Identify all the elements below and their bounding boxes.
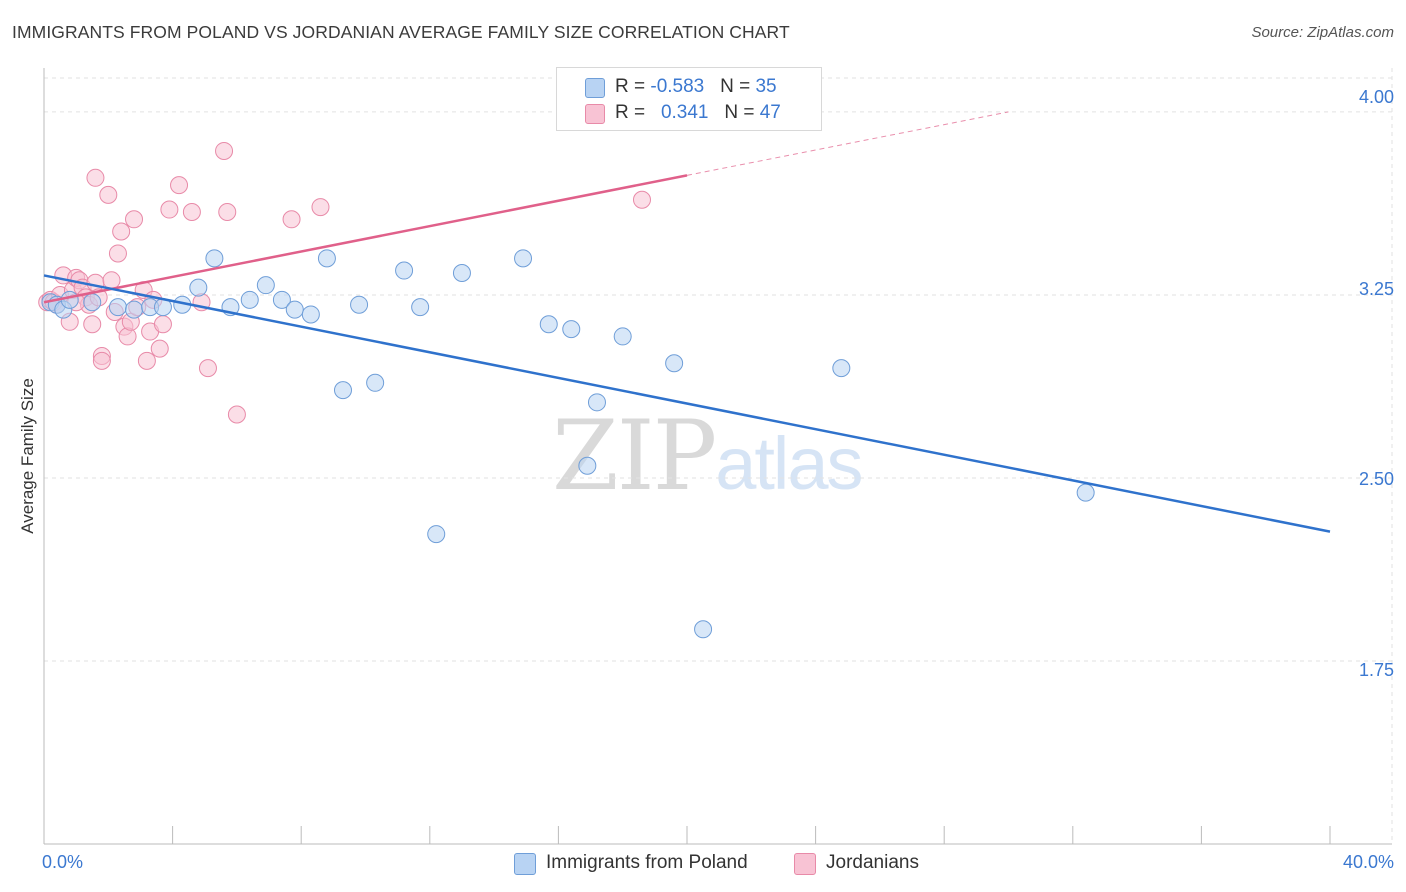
jordan-point — [182, 202, 201, 221]
poland-point — [411, 298, 430, 317]
poland-r-label: R = — [615, 76, 651, 97]
y-tick-label-2-50: 2.50 — [1358, 469, 1394, 489]
jordan-trend-line — [43, 174, 688, 304]
poland-point — [366, 373, 385, 392]
poland-point — [613, 327, 632, 346]
chart-title: IMMIGRANTS FROM POLAND VS JORDANIAN AVER… — [12, 22, 790, 42]
poland-point — [665, 354, 684, 373]
poland-n-value: 35 — [755, 76, 777, 97]
x-tick-label-min: 0.0% — [42, 852, 84, 872]
jordan-point — [92, 351, 111, 370]
jordan-point — [118, 327, 137, 346]
jordan-point — [125, 210, 144, 229]
jordan-point — [102, 271, 121, 290]
poland-point — [301, 305, 320, 324]
legend-poland-label: Immigrants from Poland — [546, 852, 748, 873]
poland-point — [125, 300, 144, 319]
poland-swatch — [585, 78, 605, 98]
poland-point — [578, 456, 597, 475]
poland-point — [587, 393, 606, 412]
jordan-point — [108, 244, 127, 263]
jordan-point — [160, 200, 179, 219]
jordan-point — [227, 405, 246, 424]
poland-point — [83, 293, 102, 312]
poland-point — [694, 620, 713, 639]
poland-point — [562, 320, 581, 339]
poland-point — [240, 290, 259, 309]
jordan-point — [86, 273, 105, 292]
poland-point — [189, 278, 208, 297]
jordan-point — [218, 202, 237, 221]
watermark-atlas: atlas — [715, 422, 863, 505]
poland-point — [272, 290, 291, 309]
poland-point — [205, 249, 224, 268]
jordan-n-label: N = — [724, 102, 760, 123]
jordan-point — [282, 210, 301, 229]
jordan-r-label: R = — [615, 102, 651, 123]
jordan-point — [170, 176, 189, 195]
jordan-trend-extension — [686, 111, 1009, 176]
jordan-point — [215, 141, 234, 160]
poland-trend-line — [43, 274, 1331, 533]
jordan-point — [112, 222, 131, 241]
poland-point — [350, 295, 369, 314]
jordan-n-value: 47 — [759, 102, 781, 123]
poland-point — [108, 298, 127, 317]
jordan-point — [86, 168, 105, 187]
watermark: ZIPatlas — [552, 400, 864, 512]
poland-point — [427, 525, 446, 544]
jordan-point — [137, 351, 156, 370]
source-credit: Source: ZipAtlas.com — [1251, 24, 1394, 41]
legend-jordan-swatch — [794, 853, 816, 875]
poland-point — [452, 263, 471, 282]
poland-point — [1076, 483, 1095, 502]
poland-point — [60, 290, 79, 309]
jordan-r-value: 0.341 — [660, 102, 709, 123]
jordan-point — [150, 339, 169, 358]
poland-point — [285, 300, 304, 319]
jordan-swatch — [585, 104, 605, 124]
poland-point — [333, 381, 352, 400]
y-tick-label-4-00: 4.00 — [1358, 87, 1394, 107]
jordan-point — [99, 185, 118, 204]
jordan-point — [632, 190, 651, 209]
poland-point — [832, 359, 851, 378]
legend-poland-swatch — [514, 853, 536, 875]
stats-legend: R = -0.583 N = 35 R = 0.341 N = 47 — [556, 67, 822, 131]
poland-point — [514, 249, 533, 268]
jordan-point — [83, 315, 102, 334]
watermark-zip: ZIP — [552, 400, 717, 512]
poland-point — [256, 276, 275, 295]
x-tick-label-max: 40.0% — [1342, 852, 1394, 872]
poland-point — [395, 261, 414, 280]
y-tick-label-1-75: 1.75 — [1358, 660, 1394, 680]
y-tick-label-3-25: 3.25 — [1358, 279, 1394, 299]
jordan-point — [153, 315, 172, 334]
poland-n-label: N = — [720, 76, 756, 97]
jordan-point — [198, 359, 217, 378]
poland-r-value: -0.583 — [650, 76, 705, 97]
poland-point — [539, 315, 558, 334]
jordan-point — [311, 198, 330, 217]
legend-jordan-label: Jordanians — [826, 852, 919, 873]
poland-point — [317, 249, 336, 268]
